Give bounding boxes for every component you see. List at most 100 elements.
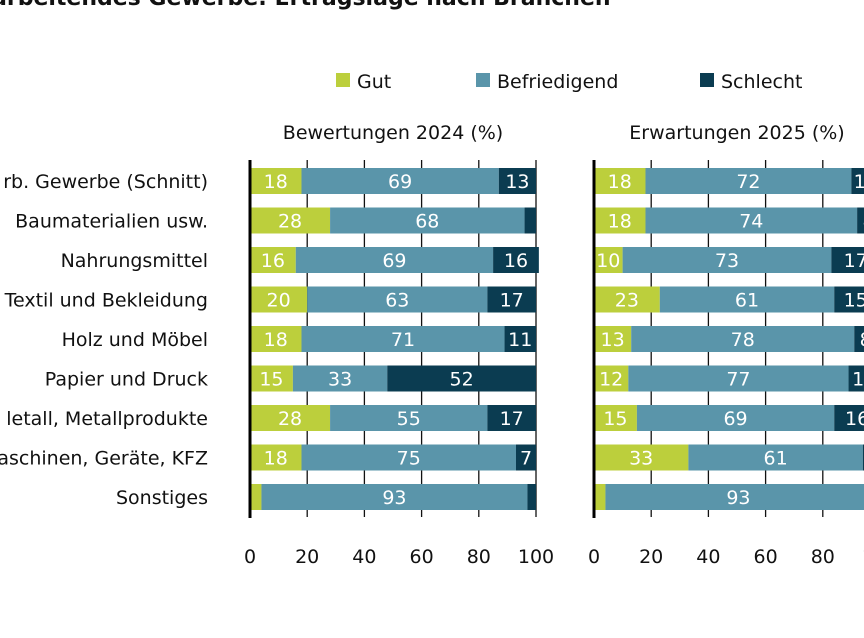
data-label: 74 (739, 211, 763, 233)
bar-gut (594, 365, 629, 392)
data-label: 73 (715, 250, 739, 272)
bar-gut (594, 286, 660, 313)
bar-befriedigend (292, 365, 388, 392)
data-label: 17 (844, 250, 864, 272)
bar-gut (594, 484, 606, 510)
bar-schlecht (854, 326, 864, 352)
bar-schlecht (515, 444, 536, 471)
data-label: 18 (264, 171, 288, 193)
x-tick-label: 60 (754, 546, 778, 568)
legend-swatch-befriedigend (476, 73, 490, 87)
data-label: 10 (596, 250, 620, 272)
category-label: letall, Metallprodukte (6, 408, 208, 430)
data-label: 28 (278, 211, 302, 233)
bar-gut (250, 365, 293, 392)
data-label: 13 (600, 329, 624, 351)
bar-befriedigend (307, 286, 488, 313)
data-label: 63 (385, 290, 409, 312)
x-tick-label: 40 (352, 546, 376, 568)
data-label: 93 (382, 487, 406, 509)
bar-schlecht (857, 207, 864, 234)
data-label: 69 (382, 250, 406, 272)
x-tick-label: 100 (518, 546, 554, 568)
x-tick-label: 80 (467, 546, 491, 568)
data-label: 18 (608, 171, 632, 193)
bar-befriedigend (605, 484, 864, 510)
data-label: 17 (500, 408, 524, 430)
bar-befriedigend (261, 484, 528, 510)
bar-schlecht (527, 484, 536, 510)
data-label: 13 (505, 171, 529, 193)
data-label: 17 (500, 290, 524, 312)
legend-swatch-schlecht (700, 73, 714, 87)
bar-befriedigend (688, 444, 863, 471)
panel-title: Erwartungen 2025 (%) (629, 122, 844, 144)
data-label: 12 (599, 369, 623, 391)
panel-title: Bewertungen 2024 (%) (283, 122, 503, 144)
data-label: 75 (397, 448, 421, 470)
category-label: Baumaterialien usw. (15, 211, 208, 233)
bar-befriedigend (301, 444, 516, 471)
category-label: aschinen, Geräte, KFZ (0, 448, 208, 470)
bar-gut (250, 168, 302, 194)
category-label: Nahrungsmittel (61, 250, 208, 272)
bar-schlecht (387, 365, 536, 392)
legend-label-befriedigend: Befriedigend (497, 71, 618, 93)
bar-befriedigend (301, 168, 499, 194)
data-label: 72 (736, 171, 760, 193)
data-label: 16 (504, 250, 528, 272)
data-label: 18 (608, 211, 632, 233)
bar-befriedigend (631, 326, 855, 352)
bar-befriedigend (645, 207, 858, 234)
bar-gut (250, 207, 331, 234)
data-label: 11 (508, 329, 532, 351)
chart-title: arbeitendes Gewerbe: Ertragslage nach Br… (0, 0, 611, 11)
bar-gut (594, 247, 623, 273)
bar-befriedigend (295, 247, 494, 273)
bar-befriedigend (622, 247, 832, 273)
category-label: Sonstiges (116, 487, 208, 509)
x-tick-label: 0 (244, 546, 256, 568)
legend-swatch-gut (336, 73, 350, 87)
data-label: 23 (615, 290, 639, 312)
category-label: Textil und Bekleidung (4, 290, 208, 312)
bar-gut (594, 405, 637, 431)
bar-gut (594, 326, 632, 352)
bar-schlecht (498, 168, 536, 194)
bar-schlecht (504, 326, 536, 352)
data-label: 68 (415, 211, 439, 233)
data-label: 55 (397, 408, 421, 430)
bar-schlecht (851, 168, 864, 194)
bar-gut (594, 207, 646, 234)
x-tick-label: 0 (588, 546, 600, 568)
data-label: 20 (267, 290, 291, 312)
bar-schlecht (834, 286, 864, 313)
bar-schlecht (831, 247, 864, 273)
bar-befriedigend (330, 405, 488, 431)
data-label: 93 (726, 487, 750, 509)
bar-gut (250, 484, 262, 510)
data-label: 61 (764, 448, 788, 470)
x-tick-label: 80 (811, 546, 835, 568)
bar-befriedigend (645, 168, 852, 194)
data-label: 15 (603, 408, 627, 430)
x-tick-label: 40 (696, 546, 720, 568)
bar-schlecht (493, 247, 539, 273)
data-label: 16 (261, 250, 285, 272)
data-label: 15 (259, 369, 283, 391)
data-label: 10 (854, 171, 864, 193)
bar-befriedigend (301, 326, 505, 352)
legend-label-gut: Gut (357, 71, 391, 93)
data-label: 8 (860, 329, 864, 351)
data-label: 28 (278, 408, 302, 430)
data-label: 11 (852, 369, 864, 391)
bar-schlecht (487, 405, 536, 431)
data-label: 52 (450, 369, 474, 391)
data-label: 33 (328, 369, 352, 391)
bar-gut (594, 168, 646, 194)
x-tick-label: 100 (862, 546, 864, 568)
bar-befriedigend (628, 365, 849, 392)
category-label: Papier und Druck (45, 369, 208, 391)
bar-gut (250, 444, 302, 471)
